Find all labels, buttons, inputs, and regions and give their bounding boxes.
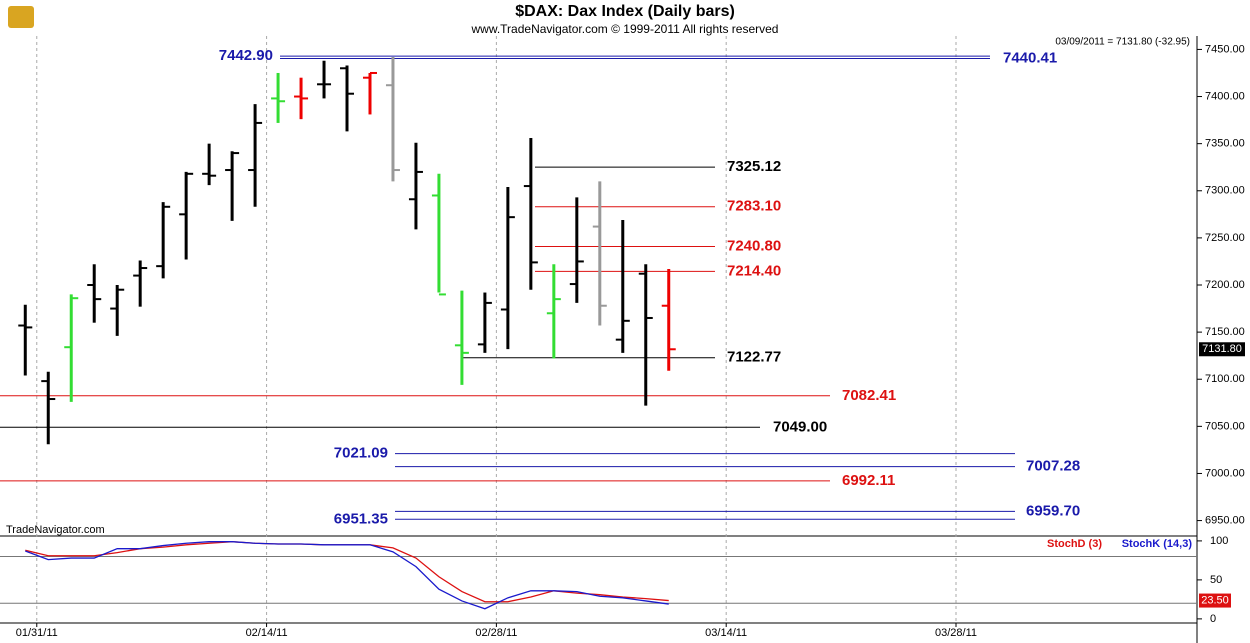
y-tick-label: 7200.00: [1205, 279, 1245, 291]
stoch-tick-label: 50: [1210, 574, 1222, 586]
x-tick-label: 03/28/11: [935, 627, 977, 639]
level-label: 6959.70: [1026, 502, 1080, 519]
y-tick-label: 7350.00: [1205, 138, 1245, 150]
level-label: 7007.28: [1026, 458, 1080, 475]
stoch-tick-label: 0: [1210, 613, 1216, 625]
chart-title: $DAX: Dax Index (Daily bars): [515, 3, 735, 20]
chart-subtitle: www.TradeNavigator.com © 1999-2011 All r…: [471, 22, 779, 36]
level-label: 6951.35: [334, 510, 388, 527]
logo: [8, 6, 34, 28]
header-quote: 03/09/2011 = 7131.80 (-32.95): [1055, 37, 1190, 48]
stoch-tick-label: 100: [1210, 535, 1228, 547]
level-label: 7082.41: [842, 387, 896, 404]
y-tick-label: 7150.00: [1205, 326, 1245, 338]
legend-entry: StochK (14,3): [1122, 538, 1193, 550]
y-tick-label: 7450.00: [1205, 43, 1245, 55]
x-tick-label: 02/14/11: [246, 627, 288, 639]
level-label: 7442.90: [219, 47, 273, 64]
level-label: 7440.41: [1003, 49, 1057, 66]
stoch-line: [25, 541, 669, 610]
level-label: 7049.00: [773, 418, 827, 435]
x-tick-label: 02/28/11: [475, 627, 517, 639]
level-label: 6992.11: [842, 472, 895, 489]
x-tick-label: 01/31/11: [16, 627, 58, 639]
level-label: 7240.80: [727, 238, 781, 255]
y-tick-label: 6950.00: [1205, 514, 1245, 526]
stoch-last-label: 23.50: [1201, 594, 1229, 606]
y-tick-label: 7050.00: [1205, 420, 1245, 432]
y-tick-label: 7300.00: [1205, 185, 1245, 197]
y-tick-label: 7400.00: [1205, 90, 1245, 102]
last-price-box: [1199, 342, 1245, 357]
watermark: TradeNavigator.com: [6, 524, 105, 536]
stoch-last-box: [1199, 593, 1231, 608]
last-price-label: 7131.80: [1202, 343, 1242, 355]
level-label: 7021.09: [334, 445, 388, 462]
x-tick-label: 03/14/11: [705, 627, 747, 639]
level-label: 7122.77: [727, 349, 781, 366]
level-label: 7325.12: [727, 158, 781, 175]
y-tick-label: 7000.00: [1205, 467, 1245, 479]
y-tick-label: 7100.00: [1205, 373, 1245, 385]
level-label: 7283.10: [727, 198, 781, 215]
level-label: 7214.40: [727, 262, 781, 279]
legend-entry: StochD (3): [1047, 538, 1102, 550]
y-tick-label: 7250.00: [1205, 232, 1245, 244]
